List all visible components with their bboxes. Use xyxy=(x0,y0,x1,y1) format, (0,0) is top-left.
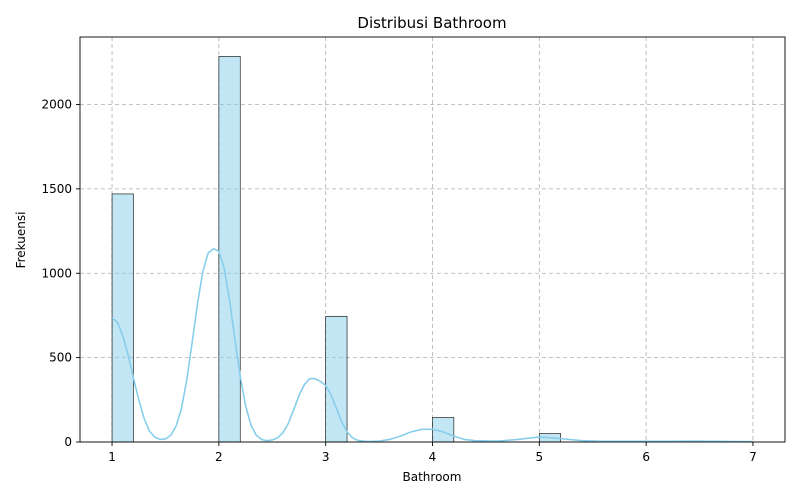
x-tick-label: 4 xyxy=(429,450,437,464)
x-tick-label: 2 xyxy=(215,450,223,464)
histogram-bar xyxy=(218,56,241,443)
y-tick-label: 1500 xyxy=(41,182,72,196)
y-tick-label: 500 xyxy=(49,351,72,365)
histogram-bar xyxy=(325,315,348,443)
y-tick-label: 2000 xyxy=(41,98,72,112)
kde-curve xyxy=(111,247,753,443)
x-tick-label: 7 xyxy=(749,450,757,464)
x-tick-label: 3 xyxy=(322,450,330,464)
bars-group xyxy=(111,56,561,443)
x-tick-label: 6 xyxy=(642,450,650,464)
x-tick-label: 5 xyxy=(535,450,543,464)
y-axis-label: Frekuensi xyxy=(14,212,28,269)
x-axis-label: Bathroom xyxy=(403,470,462,484)
y-tick-label: 0 xyxy=(64,435,72,449)
x-axis-ticks: 1 2 3 4 5 6 7 xyxy=(108,442,757,464)
y-tick-label: 1000 xyxy=(41,266,72,280)
y-axis-ticks: 0 500 1000 1500 2000 xyxy=(41,98,80,449)
chart-title: Distribusi Bathroom xyxy=(357,14,506,32)
x-tick-label: 1 xyxy=(108,450,116,464)
histogram-bar xyxy=(111,193,134,443)
